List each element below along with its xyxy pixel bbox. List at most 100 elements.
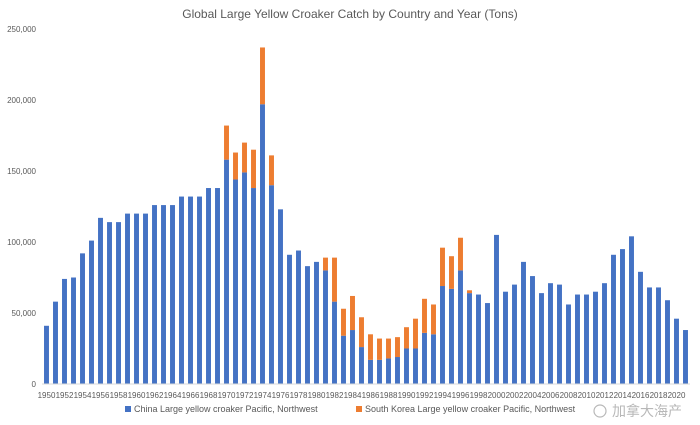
x-tick-label: 1982: [326, 391, 344, 400]
bar-south-korea: [233, 152, 238, 180]
bar-china: [557, 284, 562, 384]
bar-china: [161, 205, 166, 384]
bar-china: [341, 335, 346, 384]
y-tick-label: 100,000: [7, 238, 36, 247]
bar-china: [71, 277, 76, 384]
bar-china: [44, 325, 49, 384]
x-tick-label: 1970: [218, 391, 236, 400]
bar-china: [593, 291, 598, 384]
bar-china: [620, 249, 625, 384]
x-tick-label: 1988: [380, 391, 398, 400]
bar-china: [188, 196, 193, 384]
y-axis: 0 50,000 100,000 150,000 200,000 250,000: [7, 25, 36, 389]
bar-china: [674, 318, 679, 384]
bar-south-korea: [431, 304, 436, 335]
x-tick-label: 2020: [668, 391, 686, 400]
bar-china: [215, 188, 220, 384]
x-tick-label: 1964: [164, 391, 182, 400]
bar-china: [512, 284, 517, 384]
bar-china: [278, 209, 283, 384]
y-tick-label: 0: [32, 380, 37, 389]
bar-china: [413, 348, 418, 384]
bar-china: [539, 293, 544, 384]
bar-china: [242, 172, 247, 384]
bar-south-korea: [395, 337, 400, 358]
x-tick-label: 1954: [74, 391, 92, 400]
x-tick-label: 1984: [344, 391, 362, 400]
bar-china: [395, 357, 400, 384]
bar-south-korea: [224, 125, 229, 160]
bar-china: [386, 358, 391, 384]
legend: China Large yellow croaker Pacific, Nort…: [125, 404, 576, 414]
bar-china: [206, 188, 211, 384]
y-tick-label: 250,000: [7, 25, 36, 34]
watermark: 加拿大海产: [593, 403, 682, 419]
x-tick-label: 1986: [362, 391, 380, 400]
bar-south-korea: [260, 47, 265, 105]
bar-china: [224, 159, 229, 384]
bar-china: [566, 304, 571, 384]
bar-china: [485, 303, 490, 384]
x-tick-label: 2014: [614, 391, 632, 400]
bar-china: [53, 301, 58, 384]
x-tick-label: 1980: [308, 391, 326, 400]
x-tick-label: 2008: [560, 391, 578, 400]
x-tick-label: 1992: [416, 391, 434, 400]
x-axis: 1950 1952 1954 1956 1958 1960 1962 1964 1966 1968…: [38, 383, 690, 400]
bar-china: [611, 254, 616, 384]
bar-china: [251, 188, 256, 384]
bar-south-korea: [377, 338, 382, 360]
bar-south-korea: [449, 256, 454, 289]
x-tick-label: 1966: [182, 391, 200, 400]
legend-label-china: China Large yellow croaker Pacific, Nort…: [134, 404, 318, 414]
bar-china: [683, 330, 688, 384]
bar-china: [656, 287, 661, 384]
y-tick-label: 50,000: [12, 309, 37, 318]
bar-china: [170, 205, 175, 384]
x-tick-label: 1976: [272, 391, 290, 400]
x-tick-label: 1962: [146, 391, 164, 400]
legend-swatch-south-korea: [356, 406, 362, 412]
bar-china: [548, 283, 553, 384]
bar-china: [323, 270, 328, 384]
bar-china: [575, 294, 580, 384]
bar-china: [503, 291, 508, 384]
weibo-logo-icon: [593, 404, 607, 418]
bar-south-korea: [386, 338, 391, 359]
bar-china: [521, 261, 526, 384]
y-tick-label: 150,000: [7, 167, 36, 176]
x-tick-label: 1978: [290, 391, 308, 400]
x-tick-label: 1950: [38, 391, 56, 400]
bar-china: [350, 330, 355, 384]
bar-china: [458, 270, 463, 384]
x-tick-label: 2012: [596, 391, 614, 400]
bar-china: [647, 287, 652, 384]
bar-china: [602, 283, 607, 384]
bar-china: [665, 300, 670, 384]
bar-china: [179, 196, 184, 384]
x-tick-label: 2002: [506, 391, 524, 400]
x-tick-label: 1972: [236, 391, 254, 400]
bar-south-korea: [368, 334, 373, 360]
x-tick-label: 2006: [542, 391, 560, 400]
x-tick-label: 2018: [650, 391, 668, 400]
bar-china: [377, 359, 382, 384]
bar-china: [80, 253, 85, 384]
bar-china: [134, 213, 139, 384]
bar-china: [260, 104, 265, 384]
legend-label-south-korea: South Korea Large yellow croaker Pacific…: [365, 404, 576, 414]
x-tick-label: 2004: [524, 391, 542, 400]
bar-china: [197, 196, 202, 384]
bar-china: [368, 359, 373, 384]
chart-title: Global Large Yellow Croaker Catch by Cou…: [182, 7, 518, 21]
x-tick-label: 2010: [578, 391, 596, 400]
bar-china: [629, 236, 634, 384]
bar-china: [152, 205, 157, 384]
x-tick-label: 1968: [200, 391, 218, 400]
bar-south-korea: [350, 295, 355, 331]
bar-south-korea: [413, 318, 418, 349]
bar-china: [476, 294, 481, 384]
bar-china: [440, 286, 445, 384]
bar-south-korea: [359, 317, 364, 348]
